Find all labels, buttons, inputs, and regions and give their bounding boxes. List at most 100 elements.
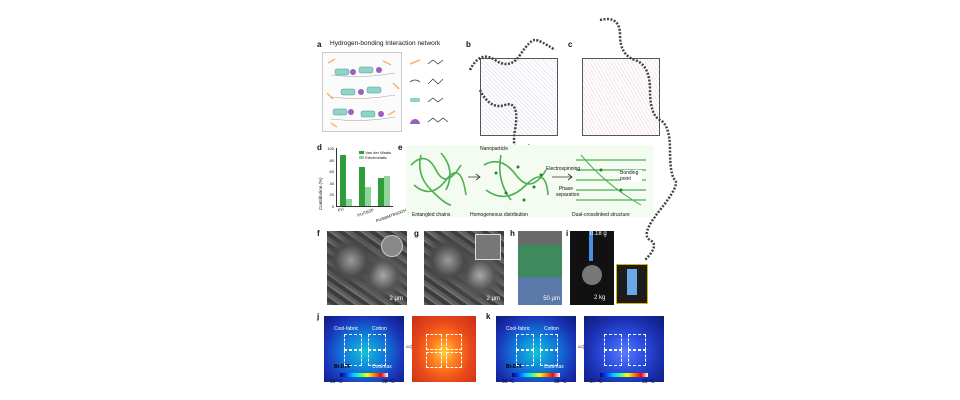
panel-k-label: k [486, 312, 491, 321]
k-colorbar-1-min: 30 °C [502, 379, 515, 385]
cross-section-image-h: 50 μm [518, 231, 562, 305]
panel-a-legend-svg [409, 59, 449, 124]
y-tick-label: 80 [329, 157, 334, 163]
panel-a-title: Hydrogen-bonding Interaction network [330, 40, 441, 47]
k-roi-2 [540, 334, 558, 350]
bar-electrostatic-1 [365, 187, 371, 206]
bar-van-der-waals-0 [340, 154, 347, 206]
x-tick-label: PU/BBMTBSDOH [375, 207, 408, 224]
fabrication-schematic [406, 145, 654, 217]
k-after-roi-4 [628, 350, 646, 366]
j-colorbar [340, 373, 388, 377]
label-nanoparticle: Nanoparticle [480, 146, 509, 152]
y-tick-label: 60 [329, 169, 334, 175]
j-colorbar-min: 30 °C [330, 379, 343, 385]
x-tick-label: PU/TBSP [356, 207, 375, 218]
polymer-chain-b [468, 38, 556, 150]
caption-entangled: Entangled chains [412, 212, 451, 218]
bar-electrostatic-0 [346, 199, 353, 206]
label-load: 2 kg [594, 295, 606, 301]
j-after-roi-1 [426, 334, 442, 350]
chart-d-ylabel-wrap: Contribution (%) [318, 160, 326, 210]
bar-van-der-waals-1 [359, 166, 365, 206]
y-tick-label: 40 [329, 180, 334, 186]
hbond-network-svg [326, 58, 400, 128]
bar-electrostatic-2 [383, 175, 390, 206]
legend-item-electrostatic: Electrostatic [359, 155, 391, 160]
label-bonding-point: Bonding point [620, 170, 642, 182]
j-roi-2 [368, 334, 386, 350]
sem-image-f: 2 μm [327, 231, 407, 305]
k-label-coolmax: Coolmax [544, 364, 564, 370]
label-electrospinning: Electrospinning [546, 166, 581, 172]
k-label-cotton: Cotton [544, 326, 559, 332]
sem-inset-g [475, 234, 501, 260]
panel-i-label: i [566, 229, 569, 238]
chart-d-yticks: 0 20 40 60 80 100 [326, 146, 335, 209]
panel-h-label: h [510, 229, 515, 238]
k-roi-4 [540, 350, 558, 366]
j-label-cotton: Cotton [372, 326, 387, 332]
k-colorbar-1 [512, 373, 560, 377]
chart-d-legend: Van der Waals Electrostatic [359, 150, 391, 160]
y-tick-label: 0 [331, 204, 334, 209]
bar-van-der-waals-2 [377, 178, 384, 206]
thermal-image-j-after [412, 316, 476, 382]
thermal-image-j-before: Cool-fabric Cotton Bi-DTF Coolmax [324, 316, 404, 382]
panel-f-label: f [317, 229, 320, 238]
k-label-bidtf: Bi-DTF [506, 364, 523, 370]
legend-label-vdw: Van der Waals [365, 150, 391, 155]
j-label-bidtf: Bi-DTF [334, 364, 351, 370]
j-arrow-icon: ⇨ [406, 342, 415, 353]
caption-dual-crosslinked: Dual-crosslinked structure [572, 212, 630, 218]
tensile-photo-i: 0.18 g 2 kg [570, 231, 614, 305]
k-colorbar-2-min: 27 °C [590, 379, 603, 385]
j-after-roi-3 [426, 352, 442, 368]
panel-j-label: j [317, 312, 320, 321]
chart-d-plot-area: Van der Waals Electrostatic [336, 148, 393, 207]
caption-homogeneous: Homogeneous distribution [470, 212, 529, 218]
fabric-strip [627, 269, 637, 295]
panel-a-label: a [317, 40, 322, 49]
legend-label-electrostatic: Electrostatic [365, 155, 387, 160]
scalebar-h: 50 μm [543, 296, 560, 302]
md-simulation-box-b [480, 58, 558, 136]
chart-d-xticks: PU PU/TBSP PU/BBMTBSDOH [336, 206, 407, 223]
fabrication-svg [410, 152, 646, 206]
thermal-image-k-after [584, 316, 664, 382]
k-label-cool: Cool-fabric [506, 326, 531, 332]
k-colorbar-2-max: 35 °C [642, 379, 655, 385]
j-label-cool: Cool-fabric [334, 326, 359, 332]
y-tick-label: 20 [329, 192, 334, 198]
polymer-chain-c [599, 17, 678, 261]
k-arrow-icon: ⇨ [578, 342, 587, 353]
sem-inset-f [381, 235, 403, 257]
sem-image-g: 2 μm [424, 231, 504, 305]
j-after-roi-2 [446, 334, 462, 350]
panel-a-legend [408, 54, 458, 134]
y-tick-label: 100 [327, 146, 334, 151]
thermal-image-k-before: Cool-fabric Cotton Bi-DTF Coolmax [496, 316, 576, 382]
j-roi-4 [368, 350, 386, 366]
chart-d-ylabel: Contribution (%) [318, 177, 323, 210]
j-colorbar-max: 38 °C [382, 379, 395, 385]
k-after-roi-2 [628, 334, 646, 350]
k-colorbar-2 [600, 373, 648, 377]
tensile-inset-i [616, 264, 648, 304]
legend-item-vdw: Van der Waals [359, 150, 391, 155]
label-mass: 0.18 g [590, 231, 607, 237]
x-tick-label: PU [337, 206, 345, 213]
j-roi-3 [344, 350, 362, 366]
j-after-roi-4 [446, 352, 462, 368]
k-roi-3 [516, 350, 534, 366]
weight-disk [582, 265, 602, 285]
panel-g-label: g [414, 229, 419, 238]
panel-d-label: d [317, 143, 322, 152]
hbond-network-diagram [322, 52, 402, 132]
clamp-top [589, 231, 593, 261]
panel-b-label: b [466, 40, 471, 49]
scalebar-f: 2 μm [389, 296, 403, 302]
k-colorbar-1-max: 38 °C [554, 379, 567, 385]
k-after-roi-3 [604, 350, 622, 366]
k-after-roi-1 [604, 334, 622, 350]
